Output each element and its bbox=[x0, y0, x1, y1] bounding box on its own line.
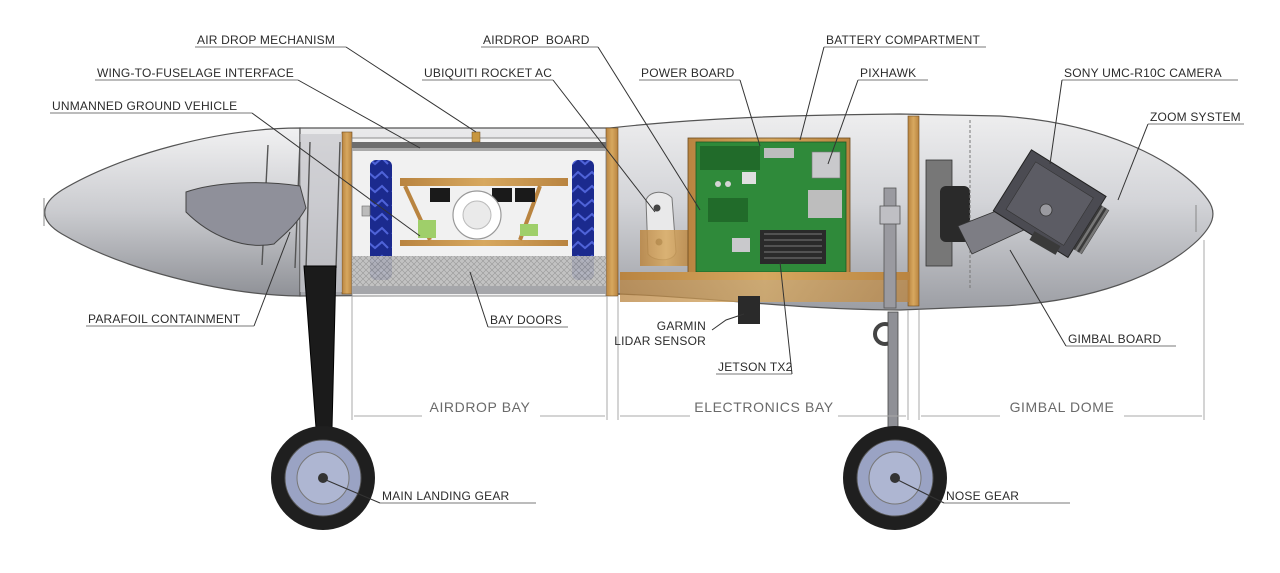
label-ubiquiti-rocket-ac: UBIQUITI ROCKET AC bbox=[424, 66, 552, 80]
section-electronics-bay: ELECTRONICS BAY bbox=[694, 399, 833, 415]
electronics-bay bbox=[620, 137, 910, 324]
label-gimbal-board: GIMBAL BOARD bbox=[1068, 332, 1161, 346]
label-nose-gear: NOSE GEAR bbox=[946, 489, 1019, 503]
dimension-lines bbox=[351, 240, 1205, 420]
label-unmanned-ground-vehicle: UNMANNED GROUND VEHICLE bbox=[52, 99, 237, 113]
ugv-track-left bbox=[370, 160, 392, 280]
label-garmin: GARMIN bbox=[657, 319, 706, 333]
section-airdrop-bay: AIRDROP BAY bbox=[430, 399, 531, 415]
pixhawk-module bbox=[811, 151, 841, 179]
airdrop-bay bbox=[351, 131, 607, 297]
garmin-lidar bbox=[738, 296, 760, 324]
frame-airdrop-rear bbox=[605, 127, 619, 297]
label-zoom-system: ZOOM SYSTEM bbox=[1150, 110, 1241, 124]
label-battery-compartment: BATTERY COMPARTMENT bbox=[826, 33, 981, 47]
label-pixhawk: PIXHAWK bbox=[860, 66, 916, 80]
parafoil-panel bbox=[185, 182, 307, 246]
bay-doors bbox=[352, 256, 606, 286]
label-air-drop-mechanism: AIR DROP MECHANISM bbox=[197, 33, 335, 47]
label-wing-to-fuselage-interface: WING-TO-FUSELAGE INTERFACE bbox=[97, 66, 294, 80]
ugv-track-right bbox=[572, 160, 594, 280]
frame-airdrop-front bbox=[341, 131, 353, 295]
zoom-system bbox=[1073, 204, 1110, 255]
sony-camera bbox=[992, 149, 1110, 259]
label-sony-camera: SONY UMC-R10C CAMERA bbox=[1064, 66, 1222, 80]
label-lidar-sensor: LIDAR SENSOR bbox=[614, 334, 706, 348]
frame-gimbal bbox=[907, 115, 920, 307]
label-airdrop-board: AIRDROP BOARD bbox=[483, 33, 590, 47]
tail-cone bbox=[44, 127, 301, 297]
section-gimbal-dome: GIMBAL DOME bbox=[1010, 399, 1115, 415]
nose-gear bbox=[843, 311, 947, 530]
label-power-board: POWER BOARD bbox=[641, 66, 735, 80]
callout-leaders bbox=[50, 46, 1244, 504]
main-landing-gear bbox=[271, 265, 375, 530]
jetson-heatsink bbox=[760, 230, 826, 264]
gimbal-dome bbox=[879, 120, 1110, 309]
label-main-landing-gear: MAIN LANDING GEAR bbox=[382, 489, 510, 503]
label-parafoil-containment: PARAFOIL CONTAINMENT bbox=[88, 312, 241, 326]
label-jetson-tx2: JETSON TX2 bbox=[718, 360, 793, 374]
label-bay-doors: BAY DOORS bbox=[490, 313, 562, 327]
